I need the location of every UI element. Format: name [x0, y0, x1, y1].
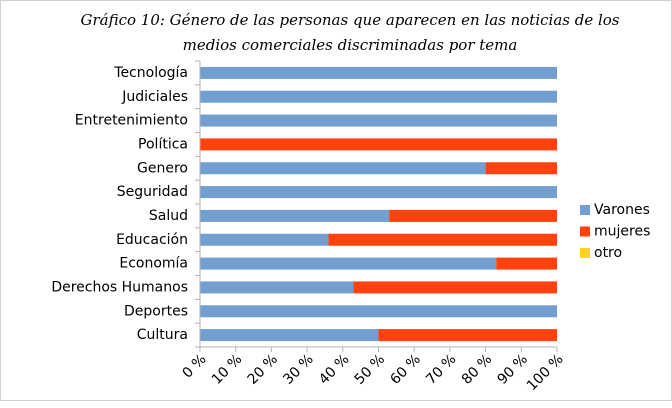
y-tick-label: Deportes: [124, 303, 188, 319]
legend-label: Varones: [594, 202, 650, 218]
y-tick-label: Cultura: [137, 327, 188, 343]
bar-segment: [378, 329, 557, 342]
legend-swatch: [580, 205, 590, 215]
legend-swatch: [580, 226, 590, 237]
bar-segment: [200, 90, 557, 103]
x-tick-label: 50 %: [352, 351, 388, 387]
bar-segment: [200, 209, 390, 222]
y-tick-label: Entretenimiento: [75, 113, 188, 129]
chart-title: Gráfico 10: Género de las personas que a…: [80, 11, 619, 29]
y-tick-label: Tecnología: [113, 65, 188, 81]
y-tick-label: Salud: [149, 208, 188, 224]
chart-title: medios comerciales discriminadas por tem…: [183, 36, 518, 54]
y-tick-label: Genero: [137, 160, 188, 176]
bar-segment: [200, 233, 329, 246]
x-tick-label: 60 %: [387, 351, 423, 387]
bar-segment: [200, 281, 354, 294]
y-tick-label: Seguridad: [117, 184, 188, 200]
bar-segment: [200, 257, 497, 270]
x-tick-label: 70 %: [423, 351, 459, 387]
x-tick-label: 10 %: [209, 351, 245, 387]
bar-segment: [328, 233, 557, 246]
y-tick-label: Economía: [119, 256, 188, 272]
x-tick-label: 30 %: [280, 351, 316, 387]
bar-segment: [200, 329, 379, 342]
x-tick-label: 100 %: [524, 351, 567, 394]
y-tick-label: Política: [138, 136, 188, 152]
y-tick-label: Judiciales: [121, 89, 188, 105]
x-tick-label: 0 %: [179, 351, 209, 381]
bar-segment: [389, 209, 557, 222]
bar-segment: [496, 257, 557, 270]
bar-segment: [200, 162, 486, 175]
x-tick-label: 80 %: [459, 351, 495, 387]
y-tick-label: Educación: [116, 232, 188, 248]
bar-segment: [353, 281, 557, 294]
legend-label: mujeres: [594, 224, 650, 240]
bar-segment: [200, 66, 557, 79]
bar-segment: [200, 186, 557, 199]
y-tick-label: Derechos Humanos: [51, 279, 188, 295]
bar-segment: [200, 138, 557, 151]
bar-segment: [485, 162, 557, 175]
legend-swatch: [580, 248, 590, 258]
bar-segment: [200, 305, 557, 318]
bar-segment: [200, 114, 557, 127]
legend-label: otro: [594, 245, 622, 261]
x-tick-label: 20 %: [245, 351, 281, 387]
x-tick-label: 40 %: [316, 351, 352, 387]
